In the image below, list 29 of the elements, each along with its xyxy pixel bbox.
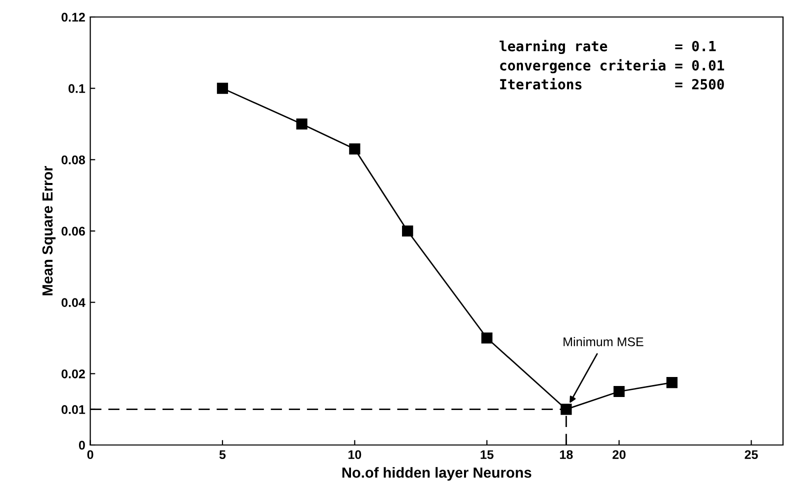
point bbox=[402, 225, 414, 237]
y-tick-label: 0.08 bbox=[62, 155, 86, 164]
y-tick-label: 0.04 bbox=[62, 298, 86, 307]
point bbox=[349, 143, 360, 155]
y-tick-label: 0.06 bbox=[62, 226, 85, 236]
y-axis-title: Mean Square Error bbox=[42, 166, 56, 296]
point bbox=[216, 82, 228, 94]
y-tick-label: 0 bbox=[78, 440, 85, 450]
x-tick-label: 18 bbox=[560, 450, 573, 460]
x-axis-title: No.of hidden layer Neurons bbox=[342, 467, 532, 481]
annotation: learning rate = 0.1 bbox=[500, 40, 716, 54]
annotation: Iterations = 2500 bbox=[500, 78, 724, 90]
x-tick-label: 0 bbox=[87, 450, 94, 460]
point bbox=[296, 118, 308, 130]
x-tick-label: 15 bbox=[480, 450, 494, 460]
x-tick-label: 5 bbox=[219, 450, 226, 460]
annotation: convergence criteria = 0.01 bbox=[500, 59, 724, 74]
point bbox=[481, 332, 492, 344]
x-tick-label: 20 bbox=[612, 450, 626, 460]
y-tick-label: 0.12 bbox=[62, 12, 85, 22]
annotation: Minimum MSE bbox=[564, 337, 644, 346]
y-tick-label: 0.1 bbox=[68, 84, 86, 93]
y-tick-label: 0.02 bbox=[62, 369, 85, 378]
point bbox=[560, 404, 572, 415]
point bbox=[666, 377, 678, 388]
x-tick-label: 10 bbox=[348, 450, 362, 460]
point bbox=[614, 386, 625, 398]
x-tick-label: 25 bbox=[744, 450, 758, 460]
y-tick-label: 0.01 bbox=[62, 405, 86, 414]
